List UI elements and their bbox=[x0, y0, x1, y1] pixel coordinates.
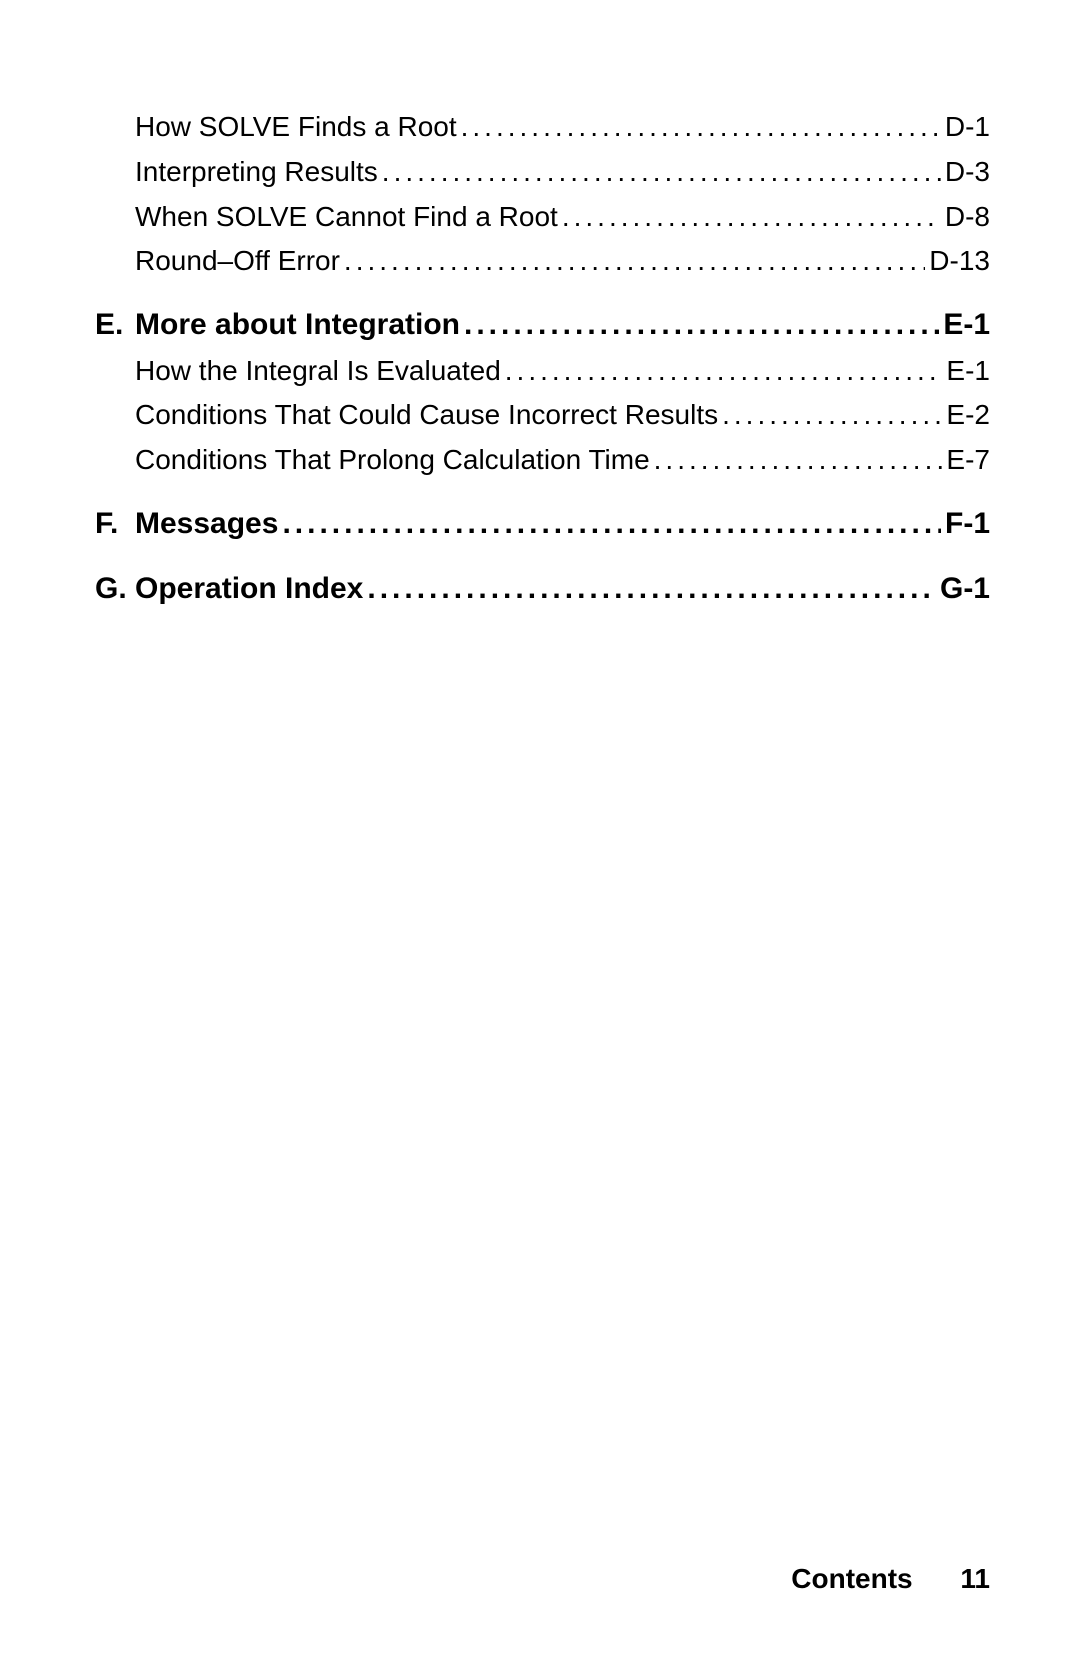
toc-section-label: G.Operation Index bbox=[95, 566, 363, 613]
toc-section-label: F.Messages bbox=[95, 501, 278, 548]
toc-item-page: E-2 bbox=[946, 393, 990, 438]
toc-section-letter: E. bbox=[95, 302, 135, 349]
toc-section-e: E.More about Integration ...............… bbox=[95, 302, 990, 349]
toc-item-title: When SOLVE Cannot Find a Root bbox=[135, 195, 558, 240]
toc-section-letter: F. bbox=[95, 501, 135, 548]
toc-leader-dots: ........................................… bbox=[505, 349, 943, 394]
toc-item-title: Conditions That Prolong Calculation Time bbox=[135, 438, 650, 483]
toc-sub-item: Round–Off Error ........................… bbox=[135, 239, 990, 284]
toc-section-page: F-1 bbox=[945, 501, 990, 548]
toc-sub-item: Conditions That Prolong Calculation Time… bbox=[135, 438, 990, 483]
toc-leader-dots: ........................................… bbox=[367, 566, 936, 613]
toc-section-title: Operation Index bbox=[135, 572, 363, 605]
toc-leader-dots: ........................................… bbox=[382, 150, 941, 195]
toc-item-page: E-7 bbox=[946, 438, 990, 483]
toc-section-page: G-1 bbox=[940, 566, 990, 613]
toc-leader-dots: ........................................… bbox=[461, 105, 941, 150]
toc-leader-dots: ........................................… bbox=[464, 302, 939, 349]
toc-section-page: E-1 bbox=[943, 302, 990, 349]
toc-section-title: More about Integration bbox=[135, 308, 460, 341]
toc-item-title: Conditions That Could Cause Incorrect Re… bbox=[135, 393, 718, 438]
toc-section-letter: G. bbox=[95, 566, 135, 613]
toc-section-title: Messages bbox=[135, 507, 278, 540]
toc-item-page: D-3 bbox=[945, 150, 990, 195]
toc-sub-item: Interpreting Results ...................… bbox=[135, 150, 990, 195]
contents-page: How SOLVE Finds a Root .................… bbox=[0, 0, 1080, 1673]
toc-leader-dots: ........................................… bbox=[344, 239, 925, 284]
toc-item-page: D-8 bbox=[945, 195, 990, 240]
toc-sub-item: How SOLVE Finds a Root .................… bbox=[135, 105, 990, 150]
toc-sub-item: How the Integral Is Evaluated ..........… bbox=[135, 349, 990, 394]
toc-sub-item: When SOLVE Cannot Find a Root ..........… bbox=[135, 195, 990, 240]
toc-item-title: How the Integral Is Evaluated bbox=[135, 349, 501, 394]
footer-label: Contents bbox=[791, 1563, 912, 1594]
page-footer: Contents 11 bbox=[791, 1563, 990, 1595]
toc-leader-dots: ........................................… bbox=[562, 195, 941, 240]
toc-leader-dots: ........................................… bbox=[722, 393, 942, 438]
toc-leader-dots: ........................................… bbox=[282, 501, 941, 548]
toc-section-g: G.Operation Index ......................… bbox=[95, 566, 990, 613]
toc-section-label: E.More about Integration bbox=[95, 302, 460, 349]
toc-item-page: D-1 bbox=[945, 105, 990, 150]
footer-page-number: 11 bbox=[960, 1563, 990, 1594]
toc-item-title: Round–Off Error bbox=[135, 239, 340, 284]
toc-section-f: F.Messages .............................… bbox=[95, 501, 990, 548]
toc-item-title: How SOLVE Finds a Root bbox=[135, 105, 457, 150]
toc-item-page: D-13 bbox=[929, 239, 990, 284]
toc-item-page: E-1 bbox=[946, 349, 990, 394]
toc-leader-dots: ........................................… bbox=[654, 438, 943, 483]
toc-sub-item: Conditions That Could Cause Incorrect Re… bbox=[135, 393, 990, 438]
toc-item-title: Interpreting Results bbox=[135, 150, 378, 195]
